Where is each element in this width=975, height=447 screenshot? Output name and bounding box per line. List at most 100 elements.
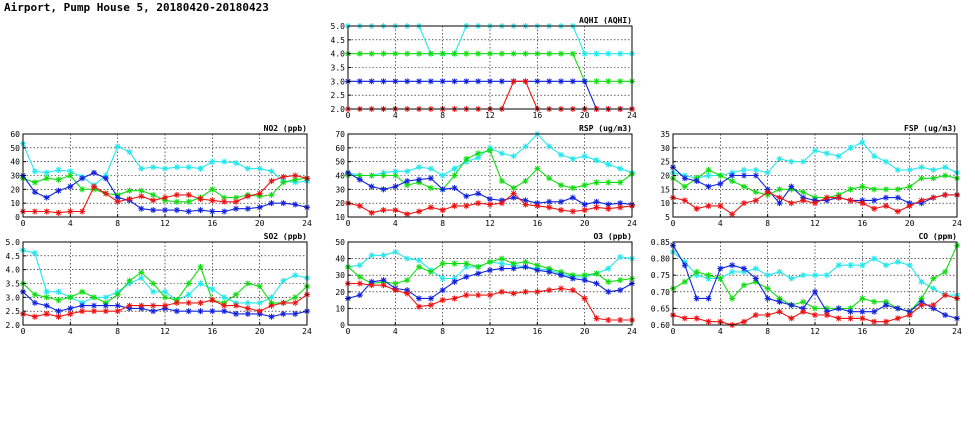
y-tick-label: 60 [335, 144, 345, 153]
data-point-blue [463, 193, 470, 200]
data-point-green [764, 285, 771, 292]
data-point-blue [380, 277, 387, 284]
data-point-blue [487, 267, 493, 274]
y-tick-label: 4.5 [331, 36, 346, 45]
data-point-red [859, 200, 866, 207]
data-point-red [581, 207, 588, 214]
y-tick-label: 10 [10, 199, 20, 208]
series-line-blue [22, 172, 308, 213]
data-point-green [546, 50, 553, 57]
x-tick-label: 12 [160, 219, 170, 228]
data-point-cyan [800, 158, 807, 165]
data-point-green [451, 50, 458, 57]
data-point-green [150, 280, 157, 287]
data-point-red [197, 196, 204, 203]
data-point-green [534, 262, 541, 269]
data-point-green [475, 50, 482, 57]
data-point-blue [356, 292, 363, 299]
data-point-cyan [67, 168, 74, 175]
panel-o3: 0 4 8 12 16 20 24 0 10 20 30 40 50 O3 (ppb) [335, 232, 637, 336]
data-point-green [605, 78, 612, 85]
x-tick-label: 20 [255, 327, 265, 336]
data-point-red [67, 310, 74, 317]
data-point-green [292, 176, 299, 183]
data-point-red [930, 302, 937, 309]
data-point-blue [871, 197, 878, 204]
data-point-blue [416, 78, 422, 85]
data-point-cyan [43, 169, 50, 176]
data-point-cyan [776, 268, 783, 275]
data-point-blue [416, 176, 422, 183]
x-tick-label: 16 [208, 327, 218, 336]
data-point-green [67, 294, 74, 301]
data-point-red [150, 197, 157, 204]
y-tick-label: 0 [340, 321, 345, 330]
data-point-red [510, 190, 517, 197]
data-point-blue [764, 295, 771, 302]
data-point-green [233, 291, 239, 298]
y-tick-label: 10 [335, 304, 345, 313]
data-point-green [569, 272, 576, 279]
data-point-cyan [681, 258, 688, 265]
data-point-red [800, 308, 807, 315]
data-point-cyan [150, 288, 157, 295]
x-tick-label: 4 [393, 111, 398, 120]
data-point-blue [150, 207, 157, 214]
data-point-cyan [859, 139, 866, 146]
y-tick-label: 40 [10, 158, 20, 167]
data-point-red [404, 211, 411, 218]
data-point-red [368, 209, 375, 216]
data-point-cyan [185, 291, 192, 298]
data-point-green [823, 305, 830, 312]
data-point-cyan [605, 161, 612, 168]
data-point-red [256, 308, 263, 315]
x-tick-label: 24 [302, 327, 312, 336]
data-point-red [823, 312, 830, 319]
y-tick-label: 5.0 [331, 22, 346, 31]
data-point-blue [439, 186, 446, 193]
data-point-blue [380, 186, 387, 193]
data-point-red [883, 202, 889, 209]
data-point-red [463, 292, 470, 299]
data-point-blue [209, 308, 216, 315]
data-point-blue [197, 308, 204, 315]
data-point-red [569, 208, 576, 215]
data-point-cyan [256, 299, 263, 306]
data-point-green [800, 298, 807, 305]
data-point-green [126, 187, 133, 194]
data-point-green [871, 298, 878, 305]
data-point-cyan [871, 153, 878, 160]
data-point-cyan [268, 294, 275, 301]
chart-title: CO (ppm) [918, 232, 957, 241]
data-point-red [416, 208, 422, 215]
data-point-red [173, 191, 180, 198]
data-point-cyan [752, 166, 759, 173]
data-point-blue [823, 308, 830, 315]
data-point-blue [292, 310, 299, 317]
data-point-red [114, 308, 121, 315]
data-point-green [427, 268, 434, 275]
data-point-green [356, 50, 363, 57]
data-point-green [487, 258, 493, 265]
data-point-green [717, 275, 724, 282]
data-point-green [451, 260, 458, 267]
data-point-green [368, 172, 375, 179]
x-tick-label: 20 [905, 327, 915, 336]
data-point-blue [451, 184, 458, 191]
data-point-red [693, 315, 700, 322]
data-point-green [558, 182, 564, 189]
data-point-red [221, 198, 228, 205]
data-point-green [380, 50, 387, 57]
data-point-blue [558, 272, 564, 279]
data-point-green [79, 186, 86, 193]
data-point-red [102, 190, 109, 197]
data-point-green [31, 179, 38, 186]
data-point-red [404, 290, 411, 297]
data-point-red [280, 173, 287, 180]
data-point-red [91, 308, 97, 315]
data-point-blue [510, 265, 517, 272]
data-point-blue [368, 278, 375, 285]
data-point-green [859, 183, 866, 190]
data-point-cyan [847, 144, 854, 151]
y-tick-label: 3.0 [331, 77, 346, 86]
